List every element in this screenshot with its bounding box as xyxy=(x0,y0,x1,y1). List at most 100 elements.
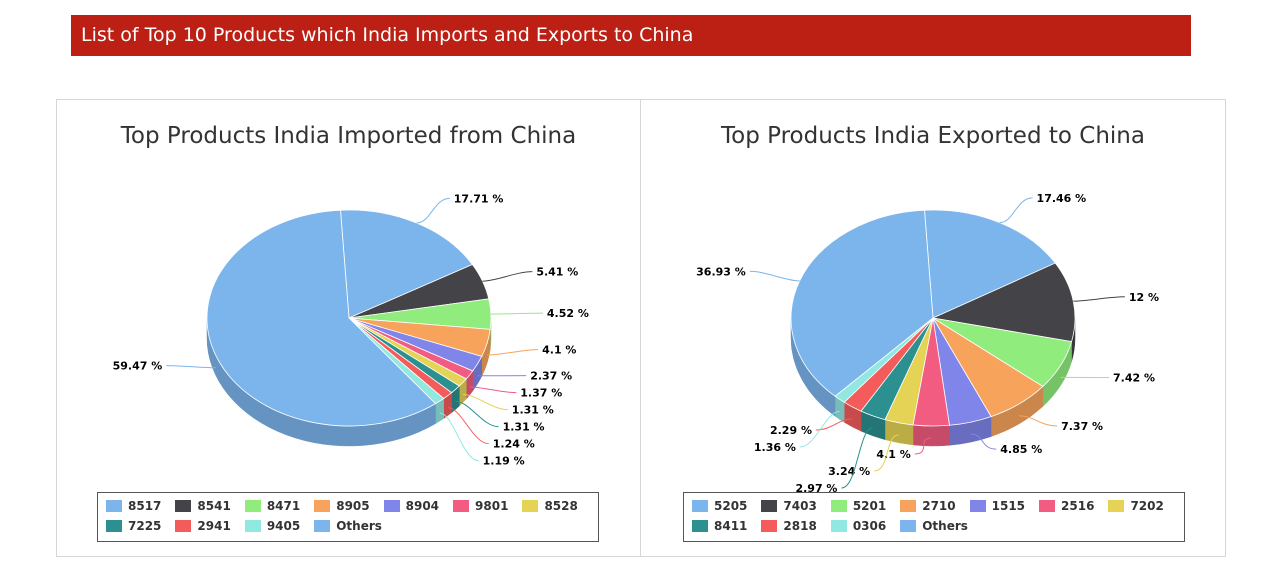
legend-swatch xyxy=(761,500,778,512)
legend-label: 9801 xyxy=(475,499,509,513)
import-data-label-2941: 1.24 % xyxy=(493,438,535,451)
legend-label: 8904 xyxy=(405,499,440,513)
export-data-label-2818: 2.29 % xyxy=(770,424,812,437)
import-pie-slices xyxy=(206,209,492,427)
import-slice-others[interactable] xyxy=(206,209,437,427)
export-label-connector-0306 xyxy=(799,410,840,448)
legend-swatch xyxy=(244,500,261,512)
import-label-connector-2941 xyxy=(447,407,489,445)
legend-label: 7202 xyxy=(1130,499,1164,513)
import-legend-item-2941[interactable]: 2941 xyxy=(175,516,231,536)
export-legend-item-2516[interactable]: 2516 xyxy=(1039,496,1094,516)
import-legend-item-9405[interactable]: 9405 xyxy=(244,516,301,536)
export-pie-slices xyxy=(790,209,1076,427)
legend-swatch xyxy=(900,500,917,512)
export-data-label-5201: 7.42 % xyxy=(1113,372,1155,385)
legend-label: 9405 xyxy=(266,519,301,533)
export-label-connector-others xyxy=(749,270,800,282)
legend-swatch xyxy=(900,520,917,532)
export-label-connector-8411 xyxy=(841,427,873,489)
export-pie-labels: 17.46 % 12 % 7.42 % 7.37 % 4.85 % 4.1 % 3.24 %… xyxy=(696,192,1159,495)
import-label-connector-8517 xyxy=(416,197,450,224)
export-slice-7403[interactable] xyxy=(931,262,1076,343)
export-label-connector-2710 xyxy=(1019,415,1058,427)
legend-label: 8411 xyxy=(714,519,748,533)
import-slice-8517[interactable] xyxy=(340,209,473,319)
import-label-connector-8905 xyxy=(487,349,539,356)
legend-swatch xyxy=(106,500,122,512)
legend-label: 0306 xyxy=(852,519,887,533)
legend-swatch xyxy=(692,500,708,512)
legend-swatch xyxy=(830,520,847,532)
legend-swatch xyxy=(969,500,986,512)
export-legend-item-others[interactable]: Others xyxy=(900,516,968,536)
legend-swatch xyxy=(314,500,331,512)
legend-label: 8517 xyxy=(128,499,162,513)
export-legend-item-2818[interactable]: 2818 xyxy=(761,516,817,536)
export-legend-item-5205[interactable]: 5205 xyxy=(692,496,747,516)
export-data-label-7202: 3.24 % xyxy=(828,465,870,478)
export-data-label-2710: 7.37 % xyxy=(1061,420,1103,433)
export-data-label-8411: 2.97 % xyxy=(795,482,837,495)
import-legend-item-others[interactable]: Others xyxy=(314,516,382,536)
export-data-label-others: 36.93 % xyxy=(696,265,746,278)
legend-label: Others xyxy=(922,519,968,533)
export-data-label-5205: 17.46 % xyxy=(1037,192,1087,205)
page-banner: List of Top 10 Products which India Impo… xyxy=(71,15,1191,56)
import-data-label-8541: 5.41 % xyxy=(536,266,578,279)
import-label-connector-9801 xyxy=(469,386,517,394)
export-legend: 5205 7403 5201 2710 1515 2516 7202 8411 2818 0306… xyxy=(683,492,1185,542)
import-legend-item-8905[interactable]: 8905 xyxy=(314,496,370,516)
legend-swatch xyxy=(106,520,122,532)
import-legend-item-9801[interactable]: 9801 xyxy=(453,496,508,516)
export-legend-item-0306[interactable]: 0306 xyxy=(830,516,887,536)
import-legend-item-8517[interactable]: 8517 xyxy=(106,496,161,516)
legend-swatch xyxy=(761,520,778,532)
import-legend-item-8904[interactable]: 8904 xyxy=(383,496,440,516)
export-data-label-7403: 12 % xyxy=(1129,291,1159,304)
export-legend-item-2710[interactable]: 2710 xyxy=(900,496,956,516)
legend-label: 2941 xyxy=(197,519,231,533)
export-label-connector-2516 xyxy=(914,437,932,455)
legend-swatch xyxy=(383,500,400,512)
export-legend-item-7403[interactable]: 7403 xyxy=(761,496,817,516)
import-data-label-8904: 2.37 % xyxy=(530,370,572,383)
export-pie-chart: Top Products India Exported to China 17.4… xyxy=(696,123,1159,495)
import-legend-item-8471[interactable]: 8471 xyxy=(244,496,300,516)
import-legend: 8517 8541 8471 8905 8904 9801 8528 7225 2941 9405… xyxy=(97,492,599,542)
legend-label: 1515 xyxy=(991,499,1026,513)
legend-label: 2710 xyxy=(922,499,956,513)
import-label-connector-7225 xyxy=(455,400,499,428)
import-chart-panel: Top Products India Imported from China 17… xyxy=(56,99,641,557)
legend-swatch xyxy=(175,500,192,512)
export-data-label-2516: 4.1 % xyxy=(876,448,910,461)
export-chart-panel: Top Products India Exported to China 17.4… xyxy=(640,99,1226,557)
import-data-label-9801: 1.37 % xyxy=(520,387,562,400)
legend-swatch xyxy=(1108,500,1125,512)
import-chart-title: Top Products India Imported from China xyxy=(120,123,576,149)
export-legend-item-1515[interactable]: 1515 xyxy=(969,496,1026,516)
export-slice-5205[interactable] xyxy=(924,209,1056,319)
legend-label: Others xyxy=(336,519,382,533)
export-legend-item-5201[interactable]: 5201 xyxy=(830,496,887,516)
import-pie-chart: Top Products India Imported from China 17… xyxy=(113,123,589,468)
legend-label: 8541 xyxy=(197,499,231,513)
legend-swatch xyxy=(314,520,331,532)
legend-label: 2516 xyxy=(1061,499,1095,513)
import-legend-item-8541[interactable]: 8541 xyxy=(175,496,231,516)
legend-label: 8528 xyxy=(544,499,578,513)
legend-label: 5201 xyxy=(852,499,887,513)
export-legend-item-7202[interactable]: 7202 xyxy=(1108,496,1164,516)
import-data-label-7225: 1.31 % xyxy=(503,421,545,434)
export-chart-title: Top Products India Exported to China xyxy=(720,123,1145,149)
export-legend-item-8411[interactable]: 8411 xyxy=(692,516,747,536)
import-legend-item-8528[interactable]: 8528 xyxy=(522,496,578,516)
import-legend-item-7225[interactable]: 7225 xyxy=(106,516,161,536)
legend-swatch xyxy=(244,520,261,532)
import-data-label-others: 59.47 % xyxy=(113,360,163,373)
legend-swatch xyxy=(175,520,192,532)
legend-swatch xyxy=(830,500,847,512)
legend-swatch xyxy=(522,500,539,512)
legend-label: 2818 xyxy=(783,519,817,533)
import-data-label-9405: 1.19 % xyxy=(483,455,525,468)
